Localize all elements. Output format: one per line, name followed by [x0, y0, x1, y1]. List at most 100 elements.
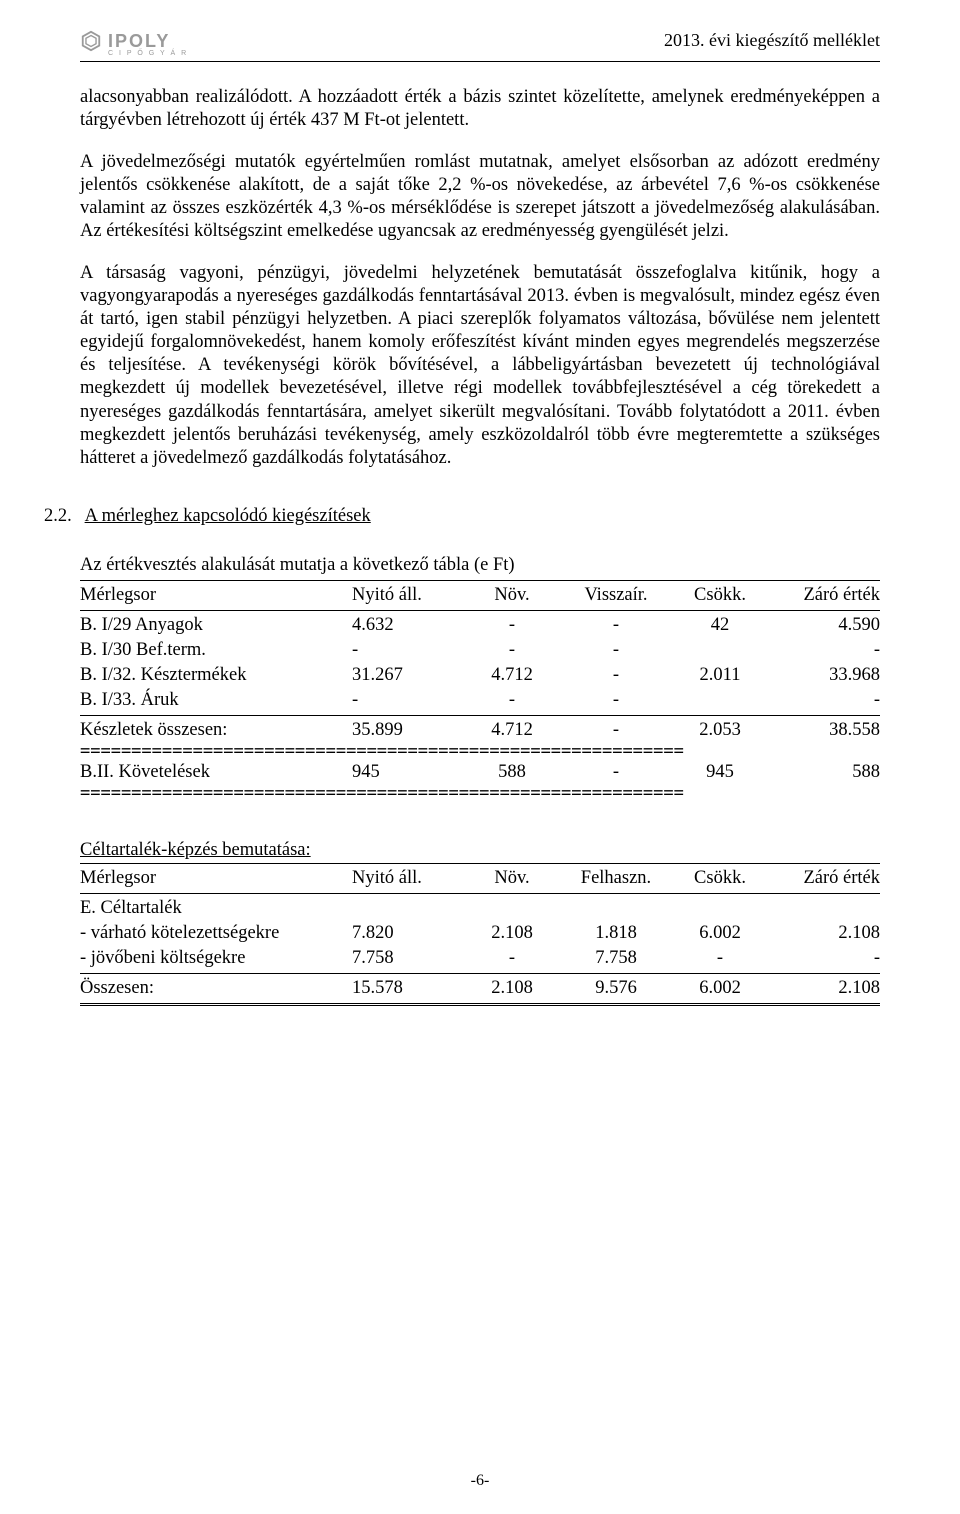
td: 2.053: [672, 718, 768, 743]
table-row: Összesen: 15.578 2.108 9.576 6.002 2.108: [80, 976, 880, 1001]
td: B. I/29 Anyagok: [80, 613, 352, 638]
paragraph-2: A jövedelmezőségi mutatók egyértelműen r…: [80, 151, 880, 244]
td: -: [560, 663, 672, 688]
section-heading: 2.2. A mérleghez kapcsolódó kiegészítése…: [44, 506, 880, 527]
td: 588: [768, 760, 880, 785]
td: 38.558: [768, 718, 880, 743]
td: Összesen:: [80, 976, 352, 1001]
td: E. Céltartalék: [80, 896, 880, 921]
th: Visszaír.: [560, 583, 672, 608]
th: Csökk.: [672, 866, 768, 891]
td: 588: [464, 760, 560, 785]
td: B. I/32. Késztermékek: [80, 663, 352, 688]
td: 42: [672, 613, 768, 638]
td: 2.108: [768, 976, 880, 1001]
td: 15.578: [352, 976, 464, 1001]
td: -: [464, 688, 560, 713]
td: -: [560, 718, 672, 743]
td: 4.590: [768, 613, 880, 638]
table1-intro: Az értékvesztés alakulását mutatja a köv…: [80, 555, 880, 576]
th: Záró érték: [768, 866, 880, 891]
td: 4.712: [464, 718, 560, 743]
table-row: Készletek összesen: 35.899 4.712 - 2.053…: [80, 718, 880, 743]
table-row: B.II. Követelések 945 588 - 945 588: [80, 760, 880, 785]
divider: [80, 863, 880, 864]
th: Felhaszn.: [560, 866, 672, 891]
td: - várható kötelezettségekre: [80, 921, 352, 946]
td: 4.632: [352, 613, 464, 638]
table-row: - várható kötelezettségekre 7.820 2.108 …: [80, 921, 880, 946]
page: IPOLY C I P Ő G Y Á R 2013. évi kiegészí…: [0, 0, 960, 1514]
td: -: [560, 760, 672, 785]
table2-title: Céltartalék-képzés bemutatása:: [80, 840, 880, 861]
double-rule: ========================================…: [80, 785, 880, 802]
divider: [80, 580, 880, 581]
hexagon-icon: [80, 30, 102, 52]
td: 33.968: [768, 663, 880, 688]
table-row: B. I/30 Bef.term. - - - -: [80, 638, 880, 663]
page-header: IPOLY C I P Ő G Y Á R 2013. évi kiegészí…: [80, 30, 880, 62]
paragraph-3: A társaság vagyoni, pénzügyi, jövedelmi …: [80, 262, 880, 470]
td: 6.002: [672, 976, 768, 1001]
td: -: [768, 946, 880, 971]
th: Nyitó áll.: [352, 866, 464, 891]
table-row: B. I/32. Késztermékek 31.267 4.712 - 2.0…: [80, 663, 880, 688]
paragraph-1: alacsonyabban realizálódott. A hozzáadot…: [80, 86, 880, 132]
logo-block: IPOLY C I P Ő G Y Á R: [80, 30, 188, 57]
td: -: [464, 946, 560, 971]
td: 9.576: [560, 976, 672, 1001]
td: 7.820: [352, 921, 464, 946]
th: Növ.: [464, 866, 560, 891]
td: -: [768, 688, 880, 713]
td: -: [464, 613, 560, 638]
td: B.II. Követelések: [80, 760, 352, 785]
divider: [80, 610, 880, 611]
td: Készletek összesen:: [80, 718, 352, 743]
td: 31.267: [352, 663, 464, 688]
section-number: 2.2.: [44, 506, 72, 526]
td: -: [768, 638, 880, 663]
table1-last: B.II. Követelések 945 588 - 945 588: [80, 760, 880, 785]
double-rule: ========================================…: [80, 743, 880, 760]
th: Növ.: [464, 583, 560, 608]
td: 7.758: [560, 946, 672, 971]
td: 2.108: [768, 921, 880, 946]
divider: [80, 893, 880, 894]
logo-text: IPOLY: [108, 32, 170, 50]
table2-sum: Összesen: 15.578 2.108 9.576 6.002 2.108: [80, 976, 880, 1001]
td: -: [560, 688, 672, 713]
table-header-row: Mérlegsor Nyitó áll. Növ. Felhaszn. Csök…: [80, 866, 880, 891]
td: -: [352, 638, 464, 663]
td: B. I/30 Bef.term.: [80, 638, 352, 663]
divider: [80, 973, 880, 974]
td: - jövőbeni költségekre: [80, 946, 352, 971]
td: -: [352, 688, 464, 713]
td: -: [672, 946, 768, 971]
table-row: B. I/29 Anyagok 4.632 - - 42 4.590: [80, 613, 880, 638]
table2-head: Mérlegsor Nyitó áll. Növ. Felhaszn. Csök…: [80, 866, 880, 891]
table1-sum: Készletek összesen: 35.899 4.712 - 2.053…: [80, 718, 880, 743]
table-row: B. I/33. Áruk - - - -: [80, 688, 880, 713]
th: Mérlegsor: [80, 866, 352, 891]
double-rule: [80, 1003, 880, 1006]
table1: Mérlegsor Nyitó áll. Növ. Visszaír. Csök…: [80, 583, 880, 608]
table2-body: E. Céltartalék - várható kötelezettségek…: [80, 896, 880, 971]
td: [672, 688, 768, 713]
page-number: -6-: [0, 1472, 960, 1490]
th: Záró érték: [768, 583, 880, 608]
td: 2.011: [672, 663, 768, 688]
header-right: 2013. évi kiegészítő melléklet: [664, 30, 880, 51]
td: 945: [672, 760, 768, 785]
td: 945: [352, 760, 464, 785]
td: 35.899: [352, 718, 464, 743]
td: -: [560, 613, 672, 638]
table1-body: B. I/29 Anyagok 4.632 - - 42 4.590 B. I/…: [80, 613, 880, 713]
td: 1.818: [560, 921, 672, 946]
section-title: A mérleghez kapcsolódó kiegészítések: [85, 506, 371, 526]
th: Mérlegsor: [80, 583, 352, 608]
td: -: [560, 638, 672, 663]
td: B. I/33. Áruk: [80, 688, 352, 713]
th: Csökk.: [672, 583, 768, 608]
td: 6.002: [672, 921, 768, 946]
td: 2.108: [464, 976, 560, 1001]
